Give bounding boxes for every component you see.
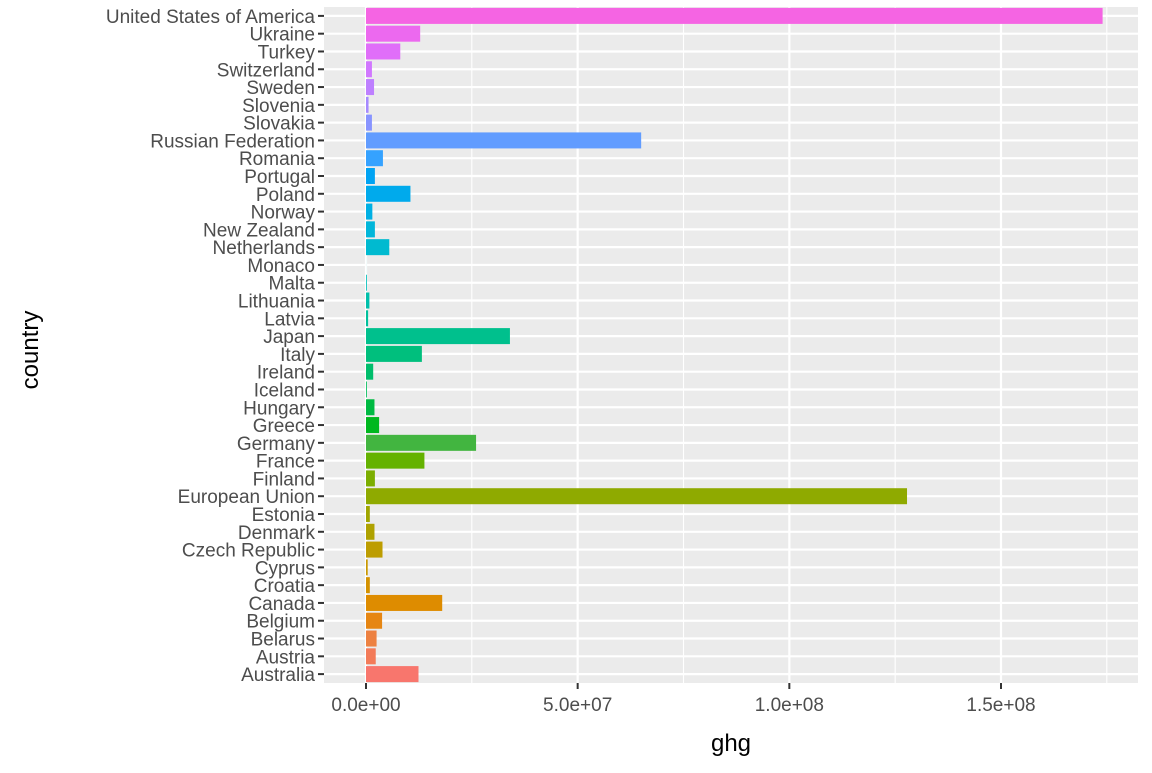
bar xyxy=(366,435,476,451)
x-tick-label: 1.5e+08 xyxy=(966,695,1035,716)
bar xyxy=(366,559,368,575)
bar xyxy=(366,381,367,397)
bar xyxy=(366,8,1103,24)
bar xyxy=(366,186,410,202)
bar xyxy=(366,221,375,237)
x-tick-label: 1.0e+08 xyxy=(755,695,824,716)
bar xyxy=(366,488,907,504)
x-tick-label: 5.0e+07 xyxy=(543,695,612,716)
bar xyxy=(366,470,375,486)
bar xyxy=(366,631,377,647)
bar xyxy=(366,417,379,433)
bar xyxy=(366,293,369,309)
bar xyxy=(366,115,372,131)
bar xyxy=(366,168,375,184)
bar xyxy=(366,666,418,682)
bar xyxy=(366,595,442,611)
bar xyxy=(366,648,376,664)
x-tick-label: 0.0e+00 xyxy=(331,695,400,716)
bar xyxy=(366,43,400,59)
bar xyxy=(366,453,424,469)
panel-background xyxy=(324,7,1138,683)
y-axis: AustraliaAustriaBelarusBelgiumCanadaCroa… xyxy=(106,7,324,686)
bar xyxy=(366,79,374,95)
bar xyxy=(366,239,389,255)
bar xyxy=(366,328,510,344)
bar xyxy=(366,204,372,220)
bar xyxy=(366,346,422,362)
bar xyxy=(366,132,641,148)
bar xyxy=(366,577,370,593)
bar xyxy=(366,542,383,558)
x-axis: 0.0e+00 5.0e+07 1.0e+08 1.5e+08 xyxy=(331,683,1035,716)
bar xyxy=(366,399,374,415)
bar xyxy=(366,506,370,522)
bar xyxy=(366,275,367,291)
y-tick-label: United States of America xyxy=(106,7,316,28)
y-axis-title: country xyxy=(17,311,44,390)
bar xyxy=(366,524,374,540)
bar xyxy=(366,364,373,380)
bar xyxy=(366,310,368,326)
bar xyxy=(366,613,382,629)
x-axis-title: ghg xyxy=(711,730,751,757)
bar xyxy=(366,150,383,166)
bar xyxy=(366,97,369,113)
bar xyxy=(366,26,420,42)
bar xyxy=(366,61,372,77)
